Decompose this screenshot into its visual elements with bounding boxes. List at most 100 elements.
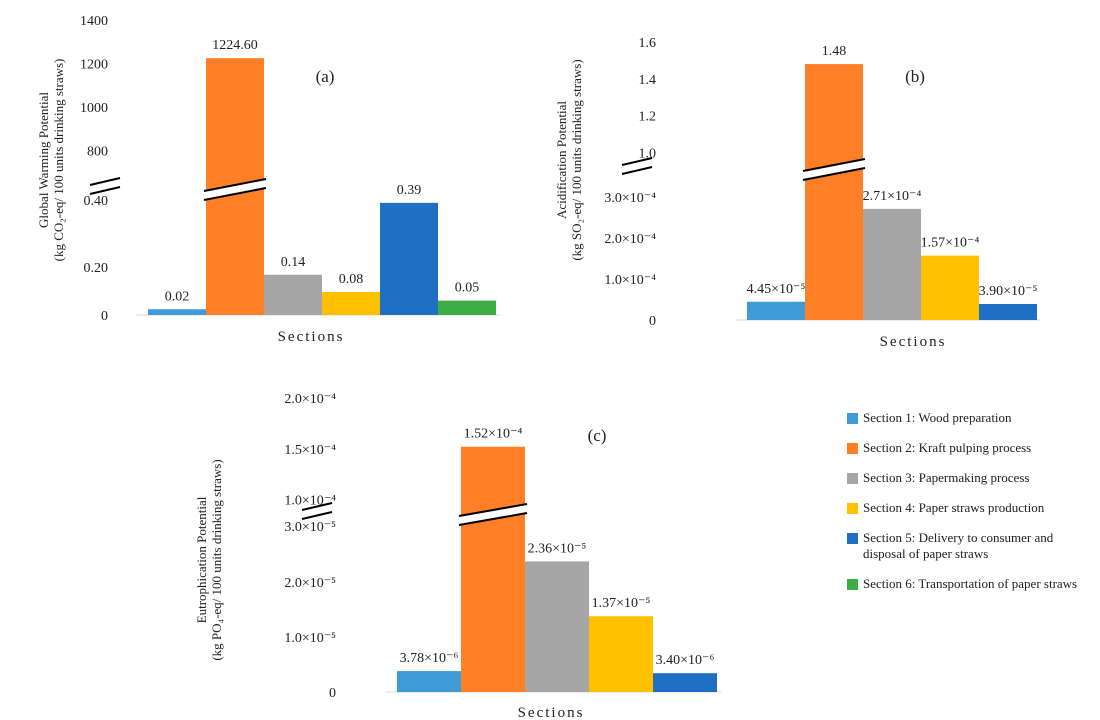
data-label: 2.36×10⁻⁵ xyxy=(528,541,587,556)
data-label: 1.52×10⁻⁴ xyxy=(464,427,523,442)
data-label: 0.14 xyxy=(281,255,306,270)
legend-label: Section 4: Paper straws production xyxy=(863,500,1045,515)
y-tick-label: 3.0×10⁻⁵ xyxy=(284,520,336,535)
legend-swatch xyxy=(847,413,858,424)
x-axis-title: Sections xyxy=(518,705,585,720)
legend-label: Section 5: Delivery to consumer and disp… xyxy=(863,530,1054,561)
y-tick-label: 1200 xyxy=(80,58,108,73)
legend-item-s5: Section 5: Delivery to consumer and disp… xyxy=(847,530,1092,562)
bar-break-line xyxy=(458,512,528,526)
data-label: 3.40×10⁻⁶ xyxy=(656,653,715,668)
chart-panel-a: 0 0.20 0.40 800 1000 1200 1400 0.02 1224.60 0.14 0… xyxy=(36,14,500,345)
legend-label: Section 2: Kraft pulping process xyxy=(863,440,1032,455)
data-label: 0.05 xyxy=(455,281,480,296)
y-tick-label: 1.6 xyxy=(639,36,657,51)
y-tick-label: 1.2 xyxy=(639,110,657,125)
bar xyxy=(322,292,380,315)
data-label: 0.08 xyxy=(339,272,364,287)
y-axis-title: Acidification Potential(kg SO₂-eq/ 100 u… xyxy=(554,59,584,260)
bar-break-band xyxy=(459,504,527,525)
bar-break-line xyxy=(802,158,866,172)
bar-break-line xyxy=(802,167,866,181)
panel-label: (c) xyxy=(588,426,607,445)
bar xyxy=(921,255,979,320)
legend-item-s2: Section 2: Kraft pulping process xyxy=(847,440,1092,456)
data-label: 3.78×10⁻⁶ xyxy=(400,651,459,666)
y-axis-title: Global Warming Potential(kg CO₂-eq/ 100 … xyxy=(36,59,66,262)
y-axis-title: Eutrophication Potential(kg PO₄-eq/ 100 … xyxy=(194,459,224,660)
legend-swatch xyxy=(847,473,858,484)
data-label: 4.45×10⁻⁵ xyxy=(747,282,806,297)
y-tick-label: 1.0×10⁻⁴ xyxy=(604,273,656,288)
y-tick-label: 800 xyxy=(87,145,108,160)
bar-break-band xyxy=(204,179,266,200)
y-tick-label: 3.0×10⁻⁴ xyxy=(604,191,656,206)
bar xyxy=(747,301,805,320)
legend-swatch xyxy=(847,533,858,544)
bar-break-line xyxy=(203,187,267,201)
y-tick-label: 1.0×10⁻⁵ xyxy=(284,631,336,646)
panel-label: (a) xyxy=(316,67,335,86)
legend-item-s4: Section 4: Paper straws production xyxy=(847,500,1092,516)
y-axis-title-line1: Global Warming Potential xyxy=(36,92,51,228)
bar xyxy=(380,202,438,315)
chart-panel-b: 01.0×10⁻⁴2.0×10⁻⁴3.0×10⁻⁴1.01.21.41.64.4… xyxy=(554,36,1041,350)
data-label: 0.02 xyxy=(165,289,190,304)
bar xyxy=(863,208,921,320)
legend-swatch xyxy=(847,443,858,454)
y-tick-label: 2.0×10⁻⁴ xyxy=(604,232,656,247)
y-tick-label: 2.0×10⁻⁴ xyxy=(284,392,336,407)
legend-item-s1: Section 1: Wood preparation xyxy=(847,410,1092,426)
bar xyxy=(653,673,717,692)
x-axis-title: Sections xyxy=(880,334,947,350)
y-tick-label: 0 xyxy=(329,686,336,701)
bar xyxy=(397,671,461,692)
legend-swatch xyxy=(847,579,858,590)
legend-item-s3: Section 3: Papermaking process xyxy=(847,470,1092,486)
legend-swatch xyxy=(847,503,858,514)
y-tick-label: 2.0×10⁻⁵ xyxy=(284,576,336,591)
y-tick-label: 0 xyxy=(101,309,108,324)
axis-break-mark xyxy=(621,166,653,175)
bar xyxy=(979,304,1037,320)
bar-break-band xyxy=(803,159,865,180)
bar xyxy=(805,64,863,320)
data-label: 0.39 xyxy=(397,183,422,198)
bar xyxy=(461,446,525,692)
axis-break-mark xyxy=(89,177,121,186)
bar xyxy=(525,561,589,692)
y-tick-label: 0.40 xyxy=(84,194,109,209)
bar xyxy=(589,616,653,692)
axis-break-mark xyxy=(301,511,333,520)
bar xyxy=(264,274,322,315)
panel-label: (b) xyxy=(905,67,925,86)
axis-break-mark xyxy=(301,502,333,511)
bar xyxy=(438,300,496,315)
y-axis-title-line1: Eutrophication Potential xyxy=(194,496,209,623)
legend-label: Section 6: Transportation of paper straw… xyxy=(863,576,1078,591)
y-axis-title-line2: (kg CO₂-eq/ 100 units drinking straws) xyxy=(51,59,66,262)
y-tick-label: 0 xyxy=(649,314,656,329)
legend-label: Section 3: Papermaking process xyxy=(863,470,1030,485)
chart-panel-c: 0 1.0×10⁻⁵ 2.0×10⁻⁵ 3.0×10⁻⁵ 1.0×10⁻⁴ 1.5×10⁻… xyxy=(194,392,721,720)
data-label: 1.48 xyxy=(822,44,847,59)
y-tick-label: 1.4 xyxy=(639,73,657,88)
y-axis-title-line2: (kg PO₄-eq/ 100 units drinking straws) xyxy=(209,459,224,660)
y-tick-label: 1.0×10⁻⁴ xyxy=(284,494,336,509)
x-axis-title: Sections xyxy=(278,329,345,345)
axis-break-mark xyxy=(89,186,121,195)
axis-break-mark xyxy=(621,157,653,166)
y-tick-label: 1000 xyxy=(80,101,108,116)
y-tick-label: 0.20 xyxy=(84,261,109,276)
y-axis-title-line1: Acidification Potential xyxy=(554,101,569,219)
legend-label: Section 1: Wood preparation xyxy=(863,410,1012,425)
data-label: 3.90×10⁻⁵ xyxy=(979,284,1038,299)
y-tick-label: 1.5×10⁻⁴ xyxy=(284,443,336,458)
bar xyxy=(148,309,206,315)
data-label: 2.71×10⁻⁴ xyxy=(863,189,922,204)
data-label: 1224.60 xyxy=(212,38,258,53)
data-label: 1.37×10⁻⁵ xyxy=(592,596,651,611)
legend: Section 1: Wood preparation Section 2: Kr… xyxy=(847,410,1092,606)
bar-break-line xyxy=(203,178,267,192)
